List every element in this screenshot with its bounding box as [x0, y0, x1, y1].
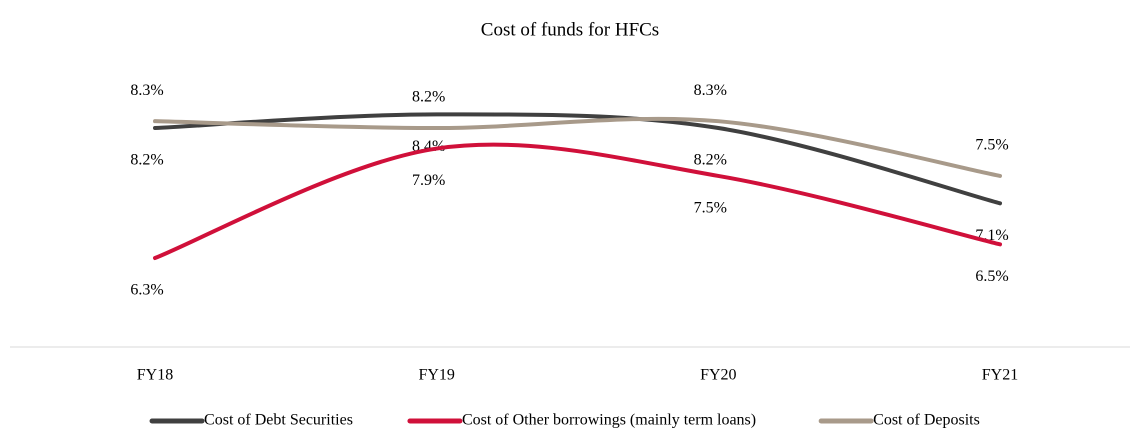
- series-line: [153, 142, 1002, 261]
- legend-label: Cost of Other borrowings (mainly term lo…: [462, 412, 756, 429]
- data-label: 8.3%: [130, 82, 163, 99]
- series-line: [153, 116, 1002, 178]
- x-tick-label: FY21: [982, 367, 1018, 384]
- data-label: 7.9%: [412, 172, 445, 189]
- data-label: 8.2%: [130, 152, 163, 169]
- series-line: [153, 112, 1002, 206]
- x-tick-label: FY18: [137, 367, 173, 384]
- legend-label: Cost of Deposits: [873, 412, 980, 429]
- chart-title: Cost of funds for HFCs: [481, 19, 659, 40]
- legend-label: Cost of Debt Securities: [204, 412, 353, 429]
- data-label: 7.5%: [975, 137, 1008, 154]
- data-label: 6.5%: [975, 268, 1008, 285]
- data-label: 8.2%: [694, 152, 727, 169]
- data-label: 7.5%: [694, 200, 727, 217]
- x-tick-label: FY19: [418, 367, 454, 384]
- data-label: 8.2%: [412, 89, 445, 106]
- x-tick-label: FY20: [700, 367, 736, 384]
- data-label: 6.3%: [130, 282, 163, 299]
- data-label: 8.3%: [694, 82, 727, 99]
